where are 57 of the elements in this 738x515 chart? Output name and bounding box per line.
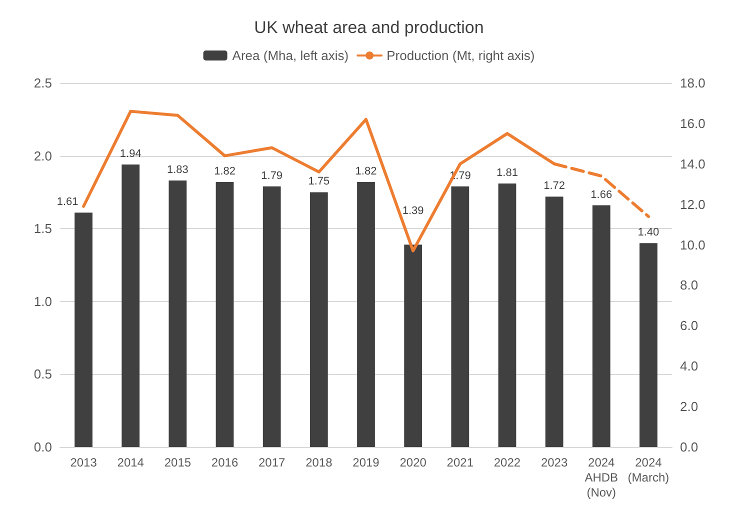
- data-label: 1.94: [120, 148, 142, 160]
- x-tick-label: 2022: [494, 456, 521, 470]
- bar: [498, 183, 516, 447]
- bar: [74, 212, 92, 447]
- data-label: 1.82: [214, 166, 236, 178]
- x-tick-label: 2013: [70, 456, 98, 470]
- y2-tick-label: 16.0: [680, 116, 706, 131]
- legend-label: Production (Mt, right axis): [386, 48, 535, 63]
- y2-tick-label: 10.0: [680, 237, 706, 252]
- x-tick-label: 2024 AHDB (Nov): [584, 456, 618, 500]
- y2-tick-label: 18.0: [680, 76, 706, 90]
- x-tick-label: 2016: [211, 456, 238, 470]
- y2-tick-label: 2.0: [680, 399, 698, 414]
- y-tick-label: 1.5: [34, 221, 52, 236]
- data-label: 1.72: [544, 180, 566, 192]
- x-tick-label: 2024 (March): [628, 456, 670, 484]
- y2-tick-label: 14.0: [680, 156, 706, 172]
- bar: [592, 205, 610, 447]
- x-tick-label: 2020: [400, 456, 427, 470]
- data-label: 1.39: [402, 205, 424, 218]
- bar: [451, 186, 470, 447]
- y-tick-label: 1.0: [34, 294, 52, 309]
- bar: [357, 182, 375, 447]
- y-tick-label: 0.0: [34, 440, 52, 454]
- y-tick-label: 0.5: [34, 366, 52, 382]
- data-label: 1.40: [638, 226, 660, 239]
- data-label: 1.81: [496, 166, 518, 179]
- x-tick-label: 2018: [306, 456, 333, 470]
- legend-label: Area (Mha, left axis): [232, 48, 349, 63]
- y2-tick-label: 4.0: [680, 358, 698, 374]
- bar: [262, 186, 281, 447]
- data-label: 1.79: [261, 170, 283, 182]
- x-tick-label: 2014: [117, 456, 144, 470]
- x-tick-label: 2023: [540, 456, 568, 470]
- y-tick-label: 2.0: [34, 148, 52, 164]
- bar: [122, 164, 140, 447]
- x-tick-label: 2015: [164, 456, 192, 470]
- y2-tick-label: 0.0: [680, 440, 698, 454]
- data-label: 1.82: [355, 166, 377, 178]
- data-label: 1.75: [308, 176, 330, 188]
- y2-tick-label: 8.0: [680, 278, 698, 293]
- x-tick-label: 2019: [352, 456, 380, 470]
- bar: [168, 180, 187, 447]
- bar: [310, 192, 328, 447]
- bar: [640, 243, 658, 447]
- x-tick-label: 2021: [446, 456, 474, 470]
- data-label: 1.61: [56, 196, 78, 208]
- bar: [545, 196, 564, 447]
- data-label: 1.66: [590, 188, 612, 201]
- y2-tick-label: 12.0: [680, 196, 706, 212]
- x-tick-label: 2017: [258, 456, 286, 470]
- chart-title: UK wheat area and production: [254, 18, 484, 37]
- y2-tick-label: 6.0: [680, 318, 698, 334]
- y-tick-label: 2.5: [34, 76, 52, 90]
- data-label: 1.83: [166, 164, 188, 176]
- bar: [404, 244, 422, 447]
- bar: [216, 182, 234, 447]
